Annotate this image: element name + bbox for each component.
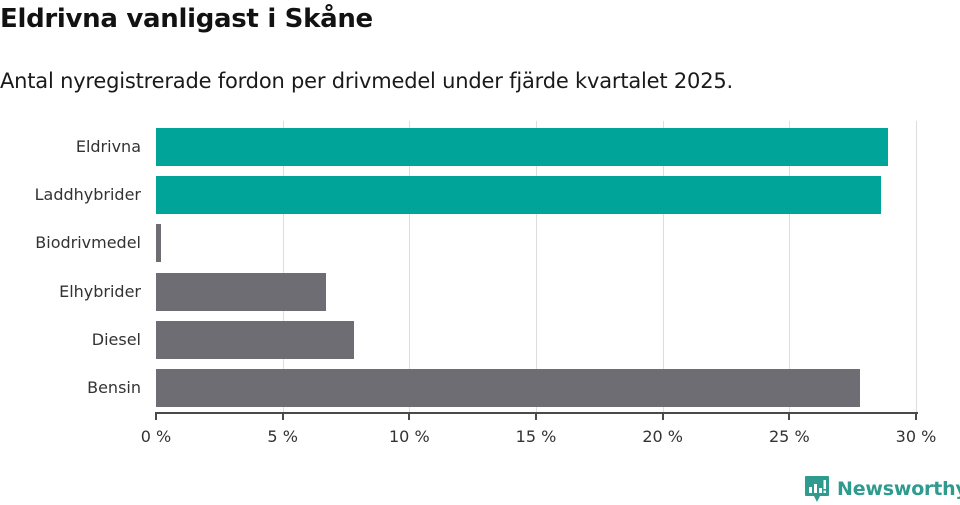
- category-label: Laddhybrider: [34, 185, 141, 205]
- newsworthy-chart-icon: [805, 476, 829, 502]
- x-axis-tick-label: 5 %: [267, 427, 298, 446]
- gridline: [662, 121, 664, 413]
- x-axis-tick-label: 15 %: [515, 427, 557, 446]
- x-axis-tick: [155, 412, 157, 420]
- bar-bensin[interactable]: [156, 369, 861, 407]
- brand-name: Newsworthy: [837, 478, 960, 500]
- bar-diesel[interactable]: [156, 320, 354, 359]
- gridline: [282, 121, 284, 413]
- x-axis-tick: [661, 412, 664, 420]
- x-axis-tick: [408, 412, 411, 420]
- gridline: [536, 121, 537, 413]
- gridline: [916, 121, 917, 413]
- x-axis-tick-label: 0 %: [140, 427, 172, 446]
- category-label: Bensin: [87, 378, 141, 397]
- chart-subtitle: Antal nyregistrerade fordon per drivmede…: [0, 69, 734, 93]
- x-axis-tick-label: 25 %: [769, 427, 810, 446]
- category-label: Biodrivmedel: [35, 233, 141, 253]
- bar-laddhybrider[interactable]: [156, 176, 881, 215]
- category-label: Eldrivna: [75, 137, 141, 156]
- x-axis-tick-label: 10 %: [389, 427, 430, 446]
- category-label: Diesel: [91, 329, 141, 349]
- x-axis-tick: [915, 412, 917, 420]
- category-label: Elhybrider: [59, 281, 141, 301]
- bar-eldrivna[interactable]: [156, 128, 889, 166]
- chart-title: Eldrivna vanligast i Skåne: [0, 4, 373, 34]
- x-axis-tick: [535, 412, 537, 420]
- gridline: [789, 121, 791, 413]
- bar-biodrivmedel[interactable]: [156, 224, 162, 263]
- x-axis-tick-label: 30 %: [895, 427, 937, 446]
- newsworthy-logo[interactable]: Newsworthy: [804, 475, 960, 503]
- x-axis-tick: [281, 412, 284, 420]
- x-axis-tick: [788, 412, 791, 420]
- gridline: [409, 121, 411, 413]
- bar-elhybrider[interactable]: [156, 272, 326, 311]
- x-axis-tick-label: 20 %: [642, 427, 683, 446]
